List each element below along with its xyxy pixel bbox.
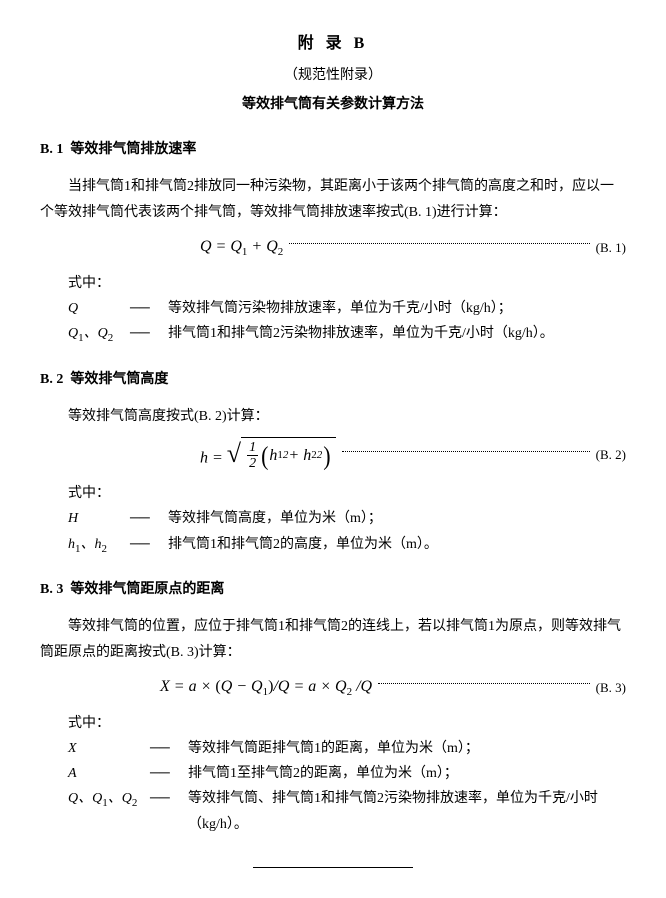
def-symbol: Q、Q1、Q2 (68, 786, 150, 836)
def-dash: ── (130, 296, 168, 321)
def-dash: ── (150, 736, 188, 761)
def-dash: ── (130, 506, 168, 531)
where-label-b1: 式中： (40, 271, 626, 296)
equation-b3-number: (B. 3) (596, 676, 626, 699)
section-heading-b2: B. 2 等效排气筒高度 (40, 367, 626, 392)
equation-b3-row: X = a × (Q − Q1)/Q = a × Q2 /Q (B. 3) (40, 673, 626, 703)
equation-b2-number: (B. 2) (596, 443, 626, 466)
equation-b1-number: (B. 1) (596, 236, 626, 259)
appendix-label: 附 录 B (40, 30, 626, 59)
def-symbol: Q (68, 296, 130, 321)
def-symbol: A (68, 761, 150, 786)
def-dash: ── (130, 532, 168, 560)
equation-b1: Q = Q1 + Q2 (200, 233, 283, 263)
appendix-subtitle: （规范性附录） (40, 63, 626, 88)
def-row: A ── 排气筒1至排气筒2的距离，单位为米（m）； (68, 761, 626, 786)
def-text: 排气筒1和排气筒2的高度，单位为米（m）。 (168, 532, 626, 560)
end-separator (253, 867, 413, 868)
def-row: H ── 等效排气筒高度，单位为米（m）； (68, 506, 626, 531)
def-symbol: Q1、Q2 (68, 321, 130, 349)
section-heading-b3: B. 3 等效排气筒距原点的距离 (40, 577, 626, 602)
def-dash: ── (150, 761, 188, 786)
equation-b1-row: Q = Q1 + Q2 (B. 1) (40, 233, 626, 263)
where-label-b2: 式中： (40, 481, 626, 506)
def-symbol: h1、h2 (68, 532, 130, 560)
def-row: h1、h2 ── 排气筒1和排气筒2的高度，单位为米（m）。 (68, 532, 626, 560)
def-row: Q1、Q2 ── 排气筒1和排气筒2污染物排放速率，单位为千克/小时（kg/h）… (68, 321, 626, 349)
def-text: 排气筒1至排气筒2的距离，单位为米（m）； (188, 761, 626, 786)
def-row: Q ── 等效排气筒污染物排放速率，单位为千克/小时（kg/h）； (68, 296, 626, 321)
section-b3-paragraph: 等效排气筒的位置，应位于排气筒1和排气筒2的连线上，若以排气筒1为原点，则等效排… (40, 614, 626, 664)
equation-b3: X = a × (Q − Q1)/Q = a × Q2 /Q (160, 673, 372, 703)
def-symbol: H (68, 506, 130, 531)
def-text: 排气筒1和排气筒2污染物排放速率，单位为千克/小时（kg/h）。 (168, 321, 626, 349)
section-b1-paragraph: 当排气筒1和排气筒2排放同一种污染物，其距离小于该两个排气筒的高度之和时，应以一… (40, 174, 626, 224)
def-text: 等效排气筒高度，单位为米（m）； (168, 506, 626, 531)
equation-b2: h = √ 12 (h12 + h22) (200, 437, 336, 473)
def-dash: ── (150, 786, 188, 836)
def-text: 等效排气筒、排气筒1和排气筒2污染物排放速率，单位为千克/小时（kg/h）。 (188, 786, 626, 836)
section-b2-paragraph: 等效排气筒高度按式(B. 2)计算： (40, 404, 626, 429)
def-dash: ── (130, 321, 168, 349)
def-row: X ── 等效排气筒距排气筒1的距离，单位为米（m）； (68, 736, 626, 761)
def-symbol: X (68, 736, 150, 761)
def-text: 等效排气筒污染物排放速率，单位为千克/小时（kg/h）； (168, 296, 626, 321)
equation-b2-row: h = √ 12 (h12 + h22) (B. 2) (40, 437, 626, 473)
def-row: Q、Q1、Q2 ── 等效排气筒、排气筒1和排气筒2污染物排放速率，单位为千克/… (68, 786, 626, 836)
where-label-b3: 式中： (40, 711, 626, 736)
def-text: 等效排气筒距排气筒1的距离，单位为米（m）； (188, 736, 626, 761)
section-heading-b1: B. 1 等效排气筒排放速率 (40, 137, 626, 162)
appendix-main-title: 等效排气筒有关参数计算方法 (40, 92, 626, 117)
